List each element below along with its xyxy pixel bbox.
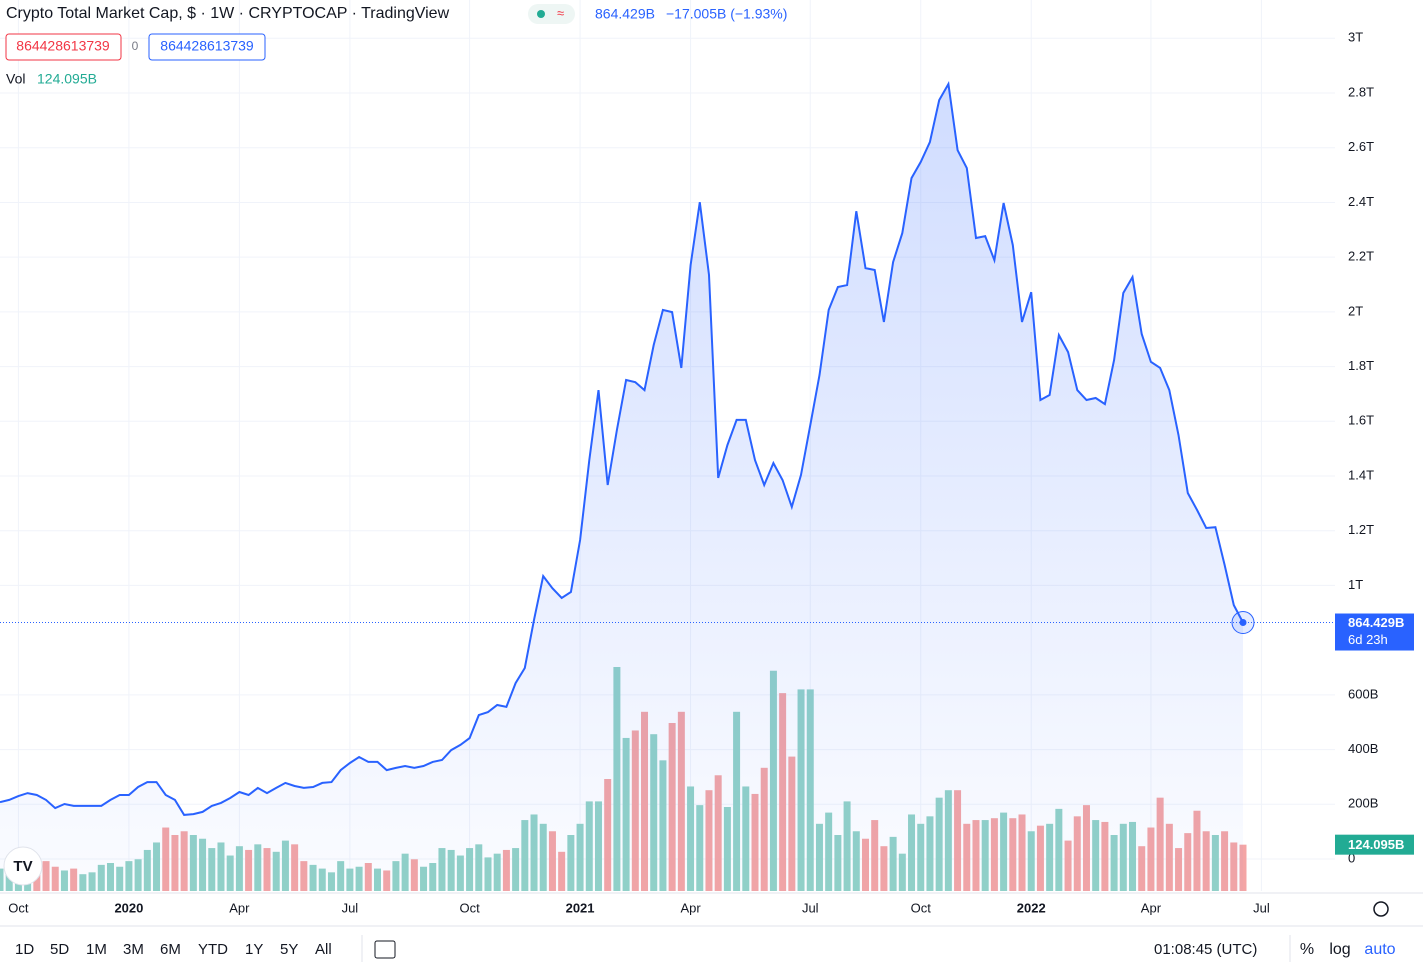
sell-box[interactable] <box>5 33 122 61</box>
volume-label-box <box>1335 834 1414 855</box>
volume-legend-name: Vol <box>6 71 25 87</box>
y-tick-label: 1.4T <box>1348 467 1374 482</box>
x-tick-label: Jul <box>342 900 359 915</box>
scale-option[interactable]: auto <box>1364 941 1395 958</box>
countdown-label: 6d 23h <box>1348 632 1388 647</box>
y-tick-label: 3T <box>1348 30 1363 45</box>
range-button[interactable]: 1M <box>86 941 107 958</box>
header-price: 864.429B <box>595 6 655 22</box>
volume-label: 124.095B <box>1348 837 1404 852</box>
range-button[interactable]: All <box>315 941 332 958</box>
price-line <box>0 80 1244 816</box>
scale-option[interactable]: log <box>1329 941 1350 958</box>
logo-mark: TV <box>13 858 32 875</box>
spread: 0 <box>132 39 139 53</box>
x-tick-label: Apr <box>1141 900 1162 915</box>
range-button[interactable]: 1Y <box>245 941 263 958</box>
y-tick-label: 400B <box>1348 741 1378 756</box>
clock: 01:08:45 (UTC) <box>1154 941 1257 958</box>
header-change: −17.005B (−1.93%) <box>666 6 787 22</box>
y-tick-label: 0 <box>1348 850 1355 865</box>
x-tick-label: Jul <box>802 900 819 915</box>
buy-price: 864428613739 <box>160 38 254 54</box>
x-tick-label: 2022 <box>1017 900 1046 915</box>
status-icon: ≈ <box>557 5 564 20</box>
range-button[interactable]: 3M <box>123 941 144 958</box>
x-tick-label: 2021 <box>566 900 595 915</box>
x-tick-label: 2020 <box>114 900 143 915</box>
y-tick-label: 2T <box>1348 303 1363 318</box>
y-tick-label: 1T <box>1348 577 1363 592</box>
x-tick-label: Jul <box>1253 900 1270 915</box>
y-tick-label: 2.4T <box>1348 194 1374 209</box>
logo[interactable] <box>3 846 43 886</box>
buy-box[interactable] <box>148 33 266 61</box>
y-tick-label: 1.2T <box>1348 522 1374 537</box>
scale-option[interactable]: % <box>1300 941 1314 958</box>
y-tick-label: 2.6T <box>1348 139 1374 154</box>
y-tick-label: 2.8T <box>1348 84 1374 99</box>
date-range-icon[interactable] <box>374 940 396 959</box>
range-button[interactable]: YTD <box>198 941 228 958</box>
range-button[interactable]: 5Y <box>280 941 298 958</box>
y-tick-label: 1.8T <box>1348 358 1374 373</box>
y-tick-label: 600B <box>1348 686 1378 701</box>
range-button[interactable]: 1D <box>15 941 34 958</box>
area-fill <box>0 84 1243 891</box>
status-dot <box>537 10 545 18</box>
chart-title: Crypto Total Market Cap, $ · 1W · CRYPTO… <box>6 5 450 22</box>
y-tick-label: 2.2T <box>1348 249 1374 264</box>
range-button[interactable]: 5D <box>50 941 69 958</box>
x-tick-label: Apr <box>229 900 250 915</box>
sell-price: 864428613739 <box>16 38 110 54</box>
y-tick-label: 200B <box>1348 796 1378 811</box>
range-button[interactable]: 6M <box>160 941 181 958</box>
x-tick-label: Oct <box>8 900 29 915</box>
price-label-box <box>1335 613 1414 651</box>
status-pill <box>528 4 575 24</box>
x-tick-label: Oct <box>459 900 480 915</box>
volume-legend-value: 124.095B <box>37 71 97 87</box>
last-point <box>1239 619 1247 627</box>
settings-icon[interactable] <box>1373 901 1389 917</box>
x-tick-label: Oct <box>911 900 932 915</box>
x-tick-label: Apr <box>680 900 701 915</box>
price-label: 864.429B <box>1348 615 1404 630</box>
y-tick-label: 1.6T <box>1348 413 1374 428</box>
